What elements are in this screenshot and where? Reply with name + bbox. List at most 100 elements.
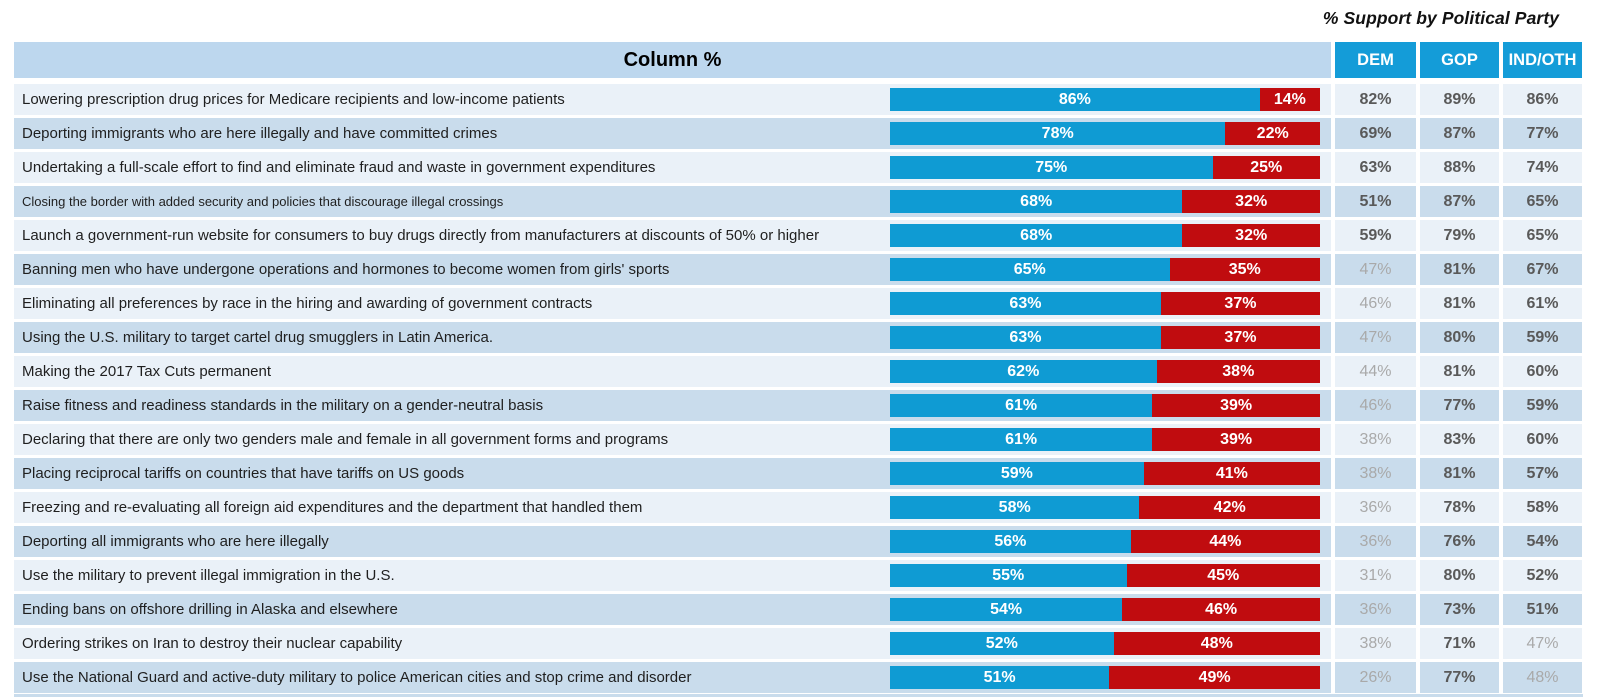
policy-cell: Ending bans on offshore drilling in Alas… [14,594,1331,625]
bar-red-segment: 32% [1182,224,1320,247]
table-row: Declaring that there are only two gender… [14,424,1583,455]
gop-value-cell: 83% [1420,424,1499,455]
dem-value-cell: 26% [1335,662,1416,693]
ind-oth-value-cell: 54% [1503,526,1582,557]
table-row: Use the military to prevent illegal immi… [14,560,1583,591]
dem-value-cell: 63% [1335,152,1416,183]
ind-oth-value-cell: 74% [1503,152,1582,183]
dem-value-cell: 59% [1335,220,1416,251]
policy-label: Closing the border with added security a… [22,194,504,209]
table-header-row: Column % DEM GOP IND/OTH [14,42,1583,78]
stacked-bar: 55% 45% [890,564,1320,587]
policy-label: Declaring that there are only two gender… [22,431,669,448]
policy-label: Using the U.S. military to target cartel… [22,329,494,346]
policy-cell: Launch a government-run website for cons… [14,220,1331,251]
ind-oth-value-cell: 59% [1503,390,1582,421]
policy-cell: Banning men who have undergone operation… [14,254,1331,285]
column-percent-header: Column % [14,42,1331,78]
poll-table: Column % DEM GOP IND/OTH Lowering prescr… [14,42,1583,693]
bar-red-segment: 42% [1139,496,1320,519]
bar-red-segment: 35% [1169,258,1320,281]
table-row: Ordering strikes on Iran to destroy thei… [14,628,1583,659]
table-row: Placing reciprocal tariffs on countries … [14,458,1583,489]
ind-oth-value-cell: 58% [1503,492,1582,523]
policy-cell: Placing reciprocal tariffs on countries … [14,458,1331,489]
bar-red-segment: 14% [1259,88,1320,111]
stacked-bar: 63% 37% [890,292,1320,315]
policy-cell: Eliminating all preferences by race in t… [14,288,1331,319]
gop-value-cell: 79% [1420,220,1499,251]
gop-value-cell: 80% [1420,560,1499,591]
gop-value-cell: 88% [1420,152,1499,183]
policy-label: Banning men who have undergone operation… [22,261,670,278]
bar-blue-segment: 61% [890,394,1153,417]
table-row: Undertaking a full-scale effort to find … [14,152,1583,183]
dem-value-cell: 47% [1335,322,1416,353]
dem-value-cell: 69% [1335,118,1416,149]
ind-oth-value-cell: 65% [1503,186,1582,217]
policy-label: Use the National Guard and active-duty m… [22,669,692,686]
bar-blue-segment: 62% [890,360,1157,383]
bar-red-segment: 38% [1156,360,1320,383]
dem-value-cell: 46% [1335,390,1416,421]
bar-red-segment: 48% [1113,632,1320,655]
gop-value-cell: 78% [1420,492,1499,523]
dem-value-cell: 38% [1335,424,1416,455]
table-row: Deporting all immigrants who are here il… [14,526,1583,557]
table-row: Eliminating all preferences by race in t… [14,288,1583,319]
stacked-bar: 59% 41% [890,462,1320,485]
stacked-bar: 51% 49% [890,666,1320,689]
policy-cell: Closing the border with added security a… [14,186,1331,217]
table-row: Closing the border with added security a… [14,186,1583,217]
ind-oth-value-cell: 60% [1503,356,1582,387]
bar-blue-segment: 54% [890,598,1123,621]
bar-blue-segment: 55% [890,564,1127,587]
bar-blue-segment: 61% [890,428,1153,451]
bar-blue-segment: 58% [890,496,1140,519]
policy-label: Placing reciprocal tariffs on countries … [22,465,465,482]
gop-value-cell: 81% [1420,458,1499,489]
ind-oth-value-cell: 47% [1503,628,1582,659]
gop-value-cell: 89% [1420,84,1499,115]
policy-cell: Use the National Guard and active-duty m… [14,662,1331,693]
dem-value-cell: 38% [1335,458,1416,489]
stacked-bar: 63% 37% [890,326,1320,349]
bar-red-segment: 49% [1109,666,1320,689]
dem-value-cell: 47% [1335,254,1416,285]
table-row: Freezing and re-evaluating all foreign a… [14,492,1583,523]
gop-column-header: GOP [1420,42,1499,78]
bar-red-segment: 39% [1152,394,1320,417]
stacked-bar: 52% 48% [890,632,1320,655]
table-body: Lowering prescription drug prices for Me… [14,84,1583,693]
bar-red-segment: 45% [1126,564,1320,587]
gop-value-cell: 73% [1420,594,1499,625]
policy-cell: Deporting immigrants who are here illega… [14,118,1331,149]
stacked-bar: 56% 44% [890,530,1320,553]
policy-label: Eliminating all preferences by race in t… [22,295,593,312]
dem-value-cell: 36% [1335,594,1416,625]
ind-oth-value-cell: 86% [1503,84,1582,115]
bar-red-segment: 22% [1225,122,1320,145]
policy-label: Undertaking a full-scale effort to find … [22,159,656,176]
bar-blue-segment: 63% [890,326,1161,349]
policy-label: Lowering prescription drug prices for Me… [22,91,565,108]
policy-label: Freezing and re-evaluating all foreign a… [22,499,643,516]
bar-blue-segment: 52% [890,632,1114,655]
bar-red-segment: 25% [1212,156,1320,179]
bar-red-segment: 46% [1122,598,1320,621]
policy-label: Raise fitness and readiness standards in… [22,397,544,414]
policy-cell: Making the 2017 Tax Cuts permanent 62% 38% [14,356,1331,387]
stacked-bar: 78% 22% [890,122,1320,145]
gop-value-cell: 81% [1420,254,1499,285]
ind-oth-value-cell: 65% [1503,220,1582,251]
ind-oth-column-header: IND/OTH [1503,42,1582,78]
dem-value-cell: 51% [1335,186,1416,217]
bar-red-segment: 37% [1160,326,1320,349]
policy-cell: Declaring that there are only two gender… [14,424,1331,455]
table-row: Raise fitness and readiness standards in… [14,390,1583,421]
bar-blue-segment: 68% [890,190,1183,213]
ind-oth-value-cell: 48% [1503,662,1582,693]
ind-oth-value-cell: 60% [1503,424,1582,455]
ind-oth-value-cell: 51% [1503,594,1582,625]
bottom-cutoff-strip [14,694,1583,697]
